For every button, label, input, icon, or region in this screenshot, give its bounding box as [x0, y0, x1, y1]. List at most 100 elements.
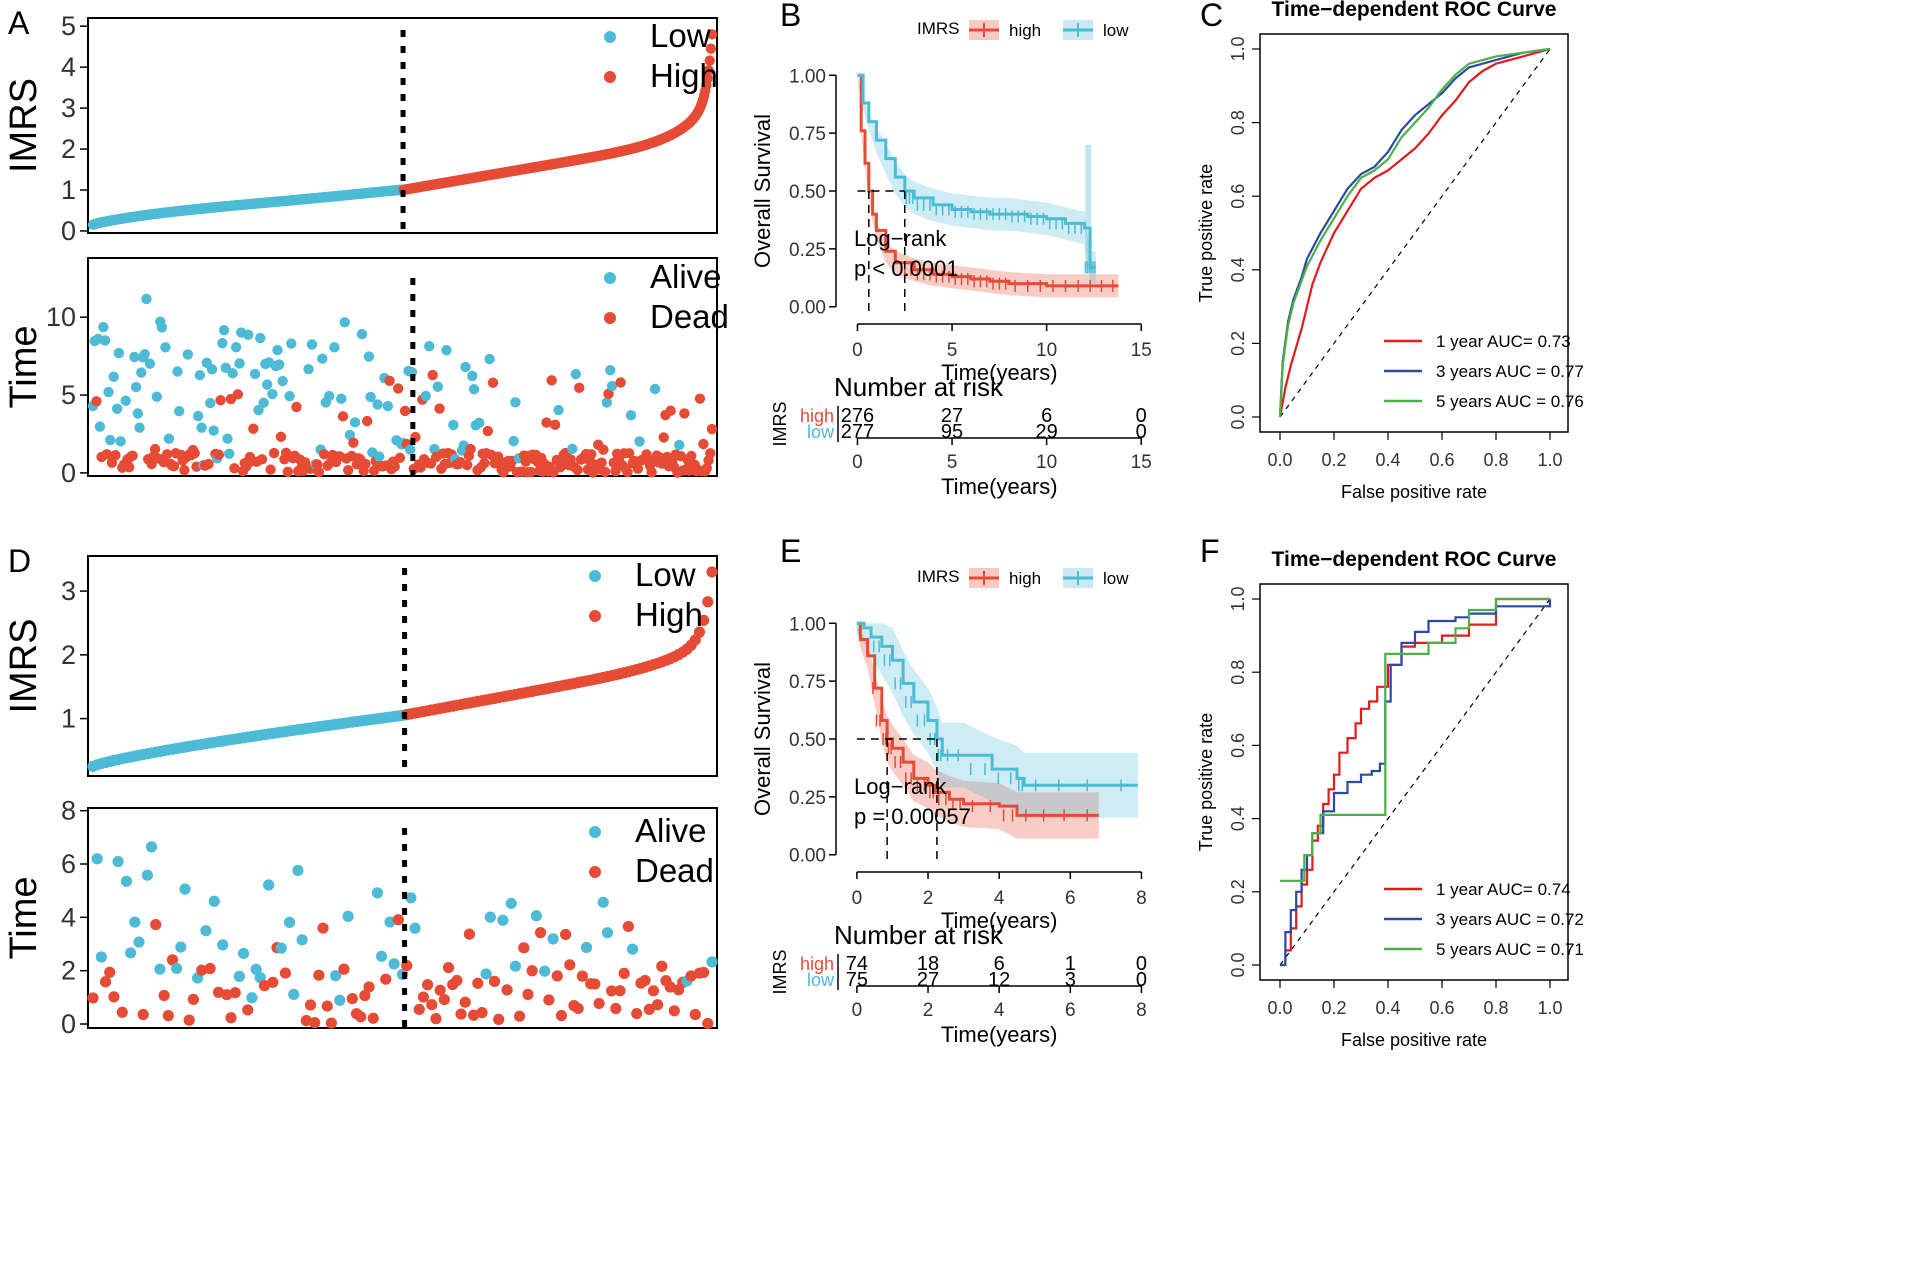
dead-point — [622, 466, 633, 478]
y-tick-label: 1.00 — [789, 66, 826, 87]
dead-point — [229, 463, 240, 474]
dead-point — [555, 1009, 568, 1022]
high-risk-point — [704, 55, 715, 66]
dead-point — [427, 369, 438, 381]
dead-point — [472, 977, 484, 989]
alive-point — [336, 393, 347, 405]
dead-point — [101, 449, 112, 460]
alive-point — [424, 341, 435, 352]
alive-point — [580, 941, 593, 954]
dead-point — [267, 976, 279, 988]
legend-dead-marker — [589, 866, 601, 878]
alive-point — [258, 397, 269, 408]
y-tick-label: 2 — [61, 134, 76, 164]
dead-point — [421, 979, 434, 991]
alive-point — [217, 939, 229, 951]
x-tick-label: 4 — [994, 888, 1005, 909]
alive-point — [246, 992, 258, 1004]
alive-point — [208, 425, 219, 436]
y-axis-label: Overall Survival — [750, 114, 775, 268]
dead-point — [203, 458, 214, 470]
alive-point — [324, 390, 335, 402]
x-axis-label: Time(years) — [941, 360, 1058, 385]
legend-title: IMRS — [917, 19, 960, 38]
dead-point — [325, 1017, 337, 1029]
alive-point — [132, 408, 144, 419]
risk-high-count: 0 — [1136, 953, 1147, 975]
alive-point — [194, 369, 206, 381]
risk-high-label: high — [800, 406, 834, 426]
dead-point — [482, 425, 494, 437]
alive-point — [222, 433, 233, 444]
alive-point — [144, 358, 156, 369]
y-tick-label: 6 — [61, 849, 76, 879]
roc-curve-2 — [1278, 47, 1551, 418]
y-tick-label: 0.8 — [1228, 660, 1248, 685]
y-tick-label: 1 — [61, 704, 76, 734]
dead-point — [614, 985, 626, 997]
y-tick-label: 5 — [61, 11, 76, 41]
alive-point — [339, 317, 350, 328]
dead-point — [698, 966, 710, 979]
legend-alive-marker — [589, 826, 601, 838]
dead-point — [317, 922, 329, 934]
alive-point — [261, 379, 273, 390]
alive-point — [182, 349, 194, 360]
alive-point — [474, 417, 485, 429]
risk-y-label: IMRS — [770, 950, 790, 995]
x-tick-label: 5 — [947, 340, 958, 361]
high-risk-point — [705, 43, 717, 54]
alive-point — [95, 951, 107, 963]
x-tick-label: 0 — [852, 888, 863, 909]
dead-point — [610, 466, 621, 477]
y-tick-label: 4 — [61, 52, 76, 82]
alive-point — [344, 429, 356, 441]
dead-point — [360, 458, 371, 470]
alive-point — [606, 380, 618, 392]
dead-point — [701, 462, 713, 474]
risk-low-count: 3 — [1065, 969, 1076, 991]
alive-point — [467, 370, 478, 382]
alive-point — [505, 897, 517, 910]
alive-point — [329, 970, 342, 982]
x-axis-label: False positive rate — [1341, 482, 1487, 502]
dead-point — [87, 992, 99, 1004]
dead-point — [413, 1003, 425, 1016]
dead-point — [560, 928, 572, 941]
y-tick-label: 8 — [61, 796, 76, 826]
alive-point — [175, 941, 187, 953]
dead-point — [309, 1017, 321, 1029]
dead-point — [279, 967, 291, 979]
dead-point — [361, 415, 373, 427]
dead-point — [631, 1007, 643, 1020]
alive-point — [205, 397, 216, 409]
low-confidence-band — [857, 75, 1096, 284]
alive-point — [156, 322, 168, 333]
y-tick-label: 4 — [61, 902, 76, 932]
x-tick-label: 1.0 — [1537, 998, 1562, 1018]
high-risk-point — [706, 29, 718, 40]
alive-point — [317, 353, 328, 364]
alive-point — [134, 422, 145, 433]
risk-x-tick-label: 6 — [1065, 1000, 1076, 1021]
panel-letter: E — [780, 533, 801, 569]
dead-point — [541, 417, 552, 428]
alive-point — [497, 914, 509, 926]
alive-point — [130, 381, 142, 393]
x-tick-label: 0.4 — [1375, 998, 1400, 1018]
alive-point — [375, 950, 388, 962]
dead-point — [679, 408, 690, 419]
alive-point — [133, 936, 145, 948]
alive-point — [108, 371, 119, 382]
dead-point — [647, 985, 660, 997]
dead-point — [574, 382, 585, 394]
risk-high-label: high — [800, 954, 834, 974]
alive-point — [263, 879, 275, 891]
alive-point — [91, 853, 103, 865]
dead-point — [426, 999, 438, 1011]
alive-point — [151, 391, 162, 402]
x-tick-label: 6 — [1065, 888, 1076, 909]
alive-point — [356, 328, 368, 340]
